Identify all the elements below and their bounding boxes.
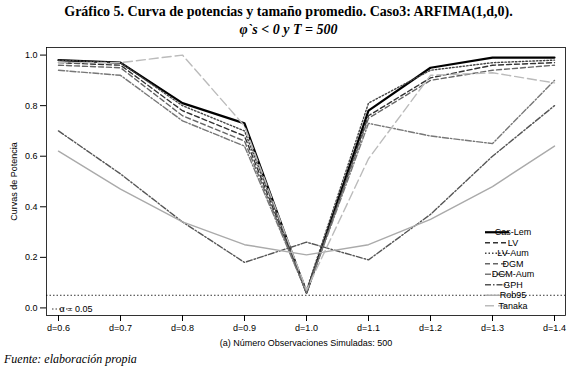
svg-text:LV-Aum: LV-Aum (497, 248, 528, 258)
svg-text:0.8: 0.8 (25, 101, 38, 111)
html-text:φ`s < 0 y T = 500: φ`s < 0 y T = 500 (239, 22, 338, 37)
svg-text:d=0.8: d=0.8 (171, 323, 194, 333)
svg-text:1.0: 1.0 (25, 50, 38, 60)
svg-text:d=1.0: d=1.0 (295, 323, 318, 333)
svg-text:(a) Número Observaciones Simul: (a) Número Observaciones Simuladas: 500 (220, 338, 393, 348)
svg-text:Cas-Lem: Cas-Lem (495, 227, 532, 237)
svg-text:d=1.3: d=1.3 (481, 323, 504, 333)
svg-text:d=0.7: d=0.7 (109, 323, 132, 333)
svg-text:d=1.4: d=1.4 (543, 323, 566, 333)
svg-text:d=0.6: d=0.6 (47, 323, 70, 333)
html-text:Gráfico 5. Curva de potencias: Gráfico 5. Curva de potencias y tamaño p… (64, 4, 513, 19)
svg-text:d=1.1: d=1.1 (357, 323, 380, 333)
svg-text:DGM: DGM (503, 259, 524, 269)
svg-text:0.2: 0.2 (25, 252, 38, 262)
svg-text:Tanaka: Tanaka (498, 301, 527, 311)
svg-text:0.0: 0.0 (25, 303, 38, 313)
svg-text:GPH: GPH (503, 280, 523, 290)
svg-text:Curvas de Potencia: Curvas de Potencia (9, 142, 19, 221)
svg-text:d=0.9: d=0.9 (233, 323, 256, 333)
svg-text:LV: LV (508, 238, 518, 248)
html-text:Fuente: elaboración propia: Fuente: elaboración propia (4, 352, 137, 366)
svg-text:0.6: 0.6 (25, 151, 38, 161)
svg-text:Rob95: Rob95 (500, 290, 527, 300)
svg-text:α = 0.05: α = 0.05 (60, 304, 93, 314)
svg-text:DGM-Aum: DGM-Aum (492, 269, 535, 279)
svg-text:d=1.2: d=1.2 (419, 323, 442, 333)
svg-text:0.4: 0.4 (25, 202, 38, 212)
